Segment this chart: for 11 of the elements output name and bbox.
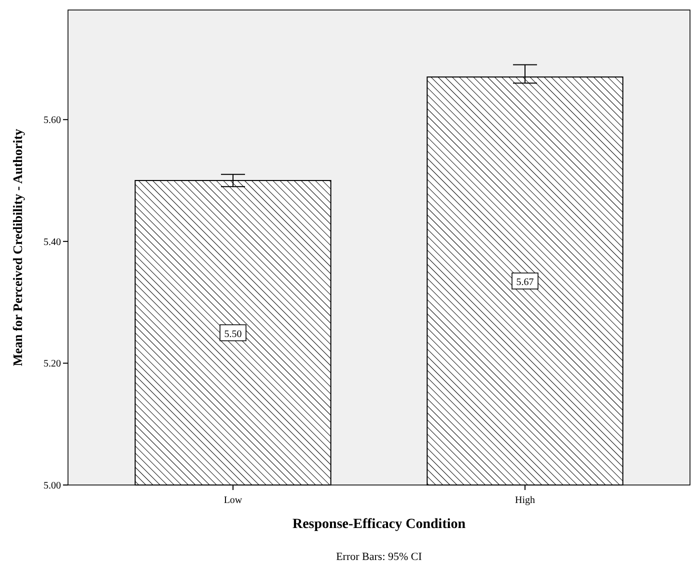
x-tick-label: High <box>515 495 536 506</box>
x-tick-label: Low <box>224 495 243 506</box>
y-tick-label: 5.40 <box>44 236 61 248</box>
y-tick-label: 5.20 <box>44 358 61 370</box>
data-label: 5.50 <box>224 328 242 340</box>
text: Error Bars: 95% CI <box>336 551 422 563</box>
y-tick-label: 5.60 <box>44 115 61 126</box>
x-axis-title: Response-Efficacy Condition <box>292 517 466 532</box>
data-label: 5.67 <box>516 276 534 288</box>
y-tick-label: 5.00 <box>44 480 61 492</box>
y-axis-title: Mean for Perceived Credibility - Authority <box>10 128 25 366</box>
